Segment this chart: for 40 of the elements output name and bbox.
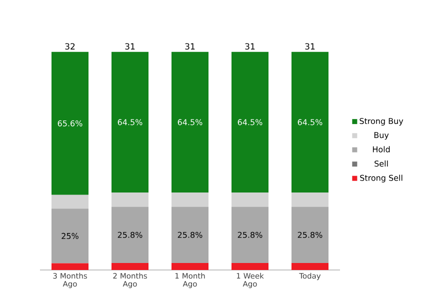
- bar: [52, 52, 89, 195]
- data-label: 64.5%: [238, 119, 262, 126]
- annotation: 31: [305, 43, 315, 50]
- bar: [291, 263, 328, 270]
- data-label: 25.8%: [298, 232, 322, 238]
- legend-label: Buy: [374, 132, 389, 140]
- annotation: 31: [185, 43, 195, 50]
- bar: [112, 263, 148, 270]
- bar: [52, 208, 89, 264]
- bar: [232, 192, 268, 207]
- bar: [172, 263, 208, 270]
- annotation: 31: [125, 43, 135, 50]
- bar: [232, 263, 268, 270]
- bar: [52, 194, 89, 209]
- bar: [112, 192, 148, 207]
- annotation: 31: [245, 43, 255, 50]
- legend-label: Strong Sell: [360, 174, 402, 182]
- data-label: 65.6%: [58, 120, 82, 126]
- bar: [112, 52, 148, 193]
- data-label: 25.8%: [118, 232, 142, 238]
- bar: [112, 206, 148, 264]
- bar: [291, 192, 328, 207]
- legend-label: Sell: [374, 160, 388, 167]
- bar: [172, 52, 208, 193]
- annotation: 32: [65, 43, 75, 50]
- legend-label: Strong Buy: [360, 118, 404, 126]
- data-label: 64.5%: [178, 119, 202, 126]
- data-label: 25%: [62, 232, 78, 239]
- bar: [52, 263, 89, 270]
- bar: [172, 206, 208, 264]
- data-label: 64.5%: [298, 119, 322, 126]
- legend-label: Hold: [372, 146, 390, 152]
- data-label: 64.5%: [118, 119, 142, 126]
- data-label: 25.8%: [178, 232, 202, 238]
- bar: [232, 206, 268, 264]
- bar: [172, 192, 208, 207]
- data-label: 25.8%: [238, 232, 262, 238]
- bar: [291, 52, 328, 193]
- bar: [291, 206, 328, 264]
- bar: [232, 52, 268, 193]
